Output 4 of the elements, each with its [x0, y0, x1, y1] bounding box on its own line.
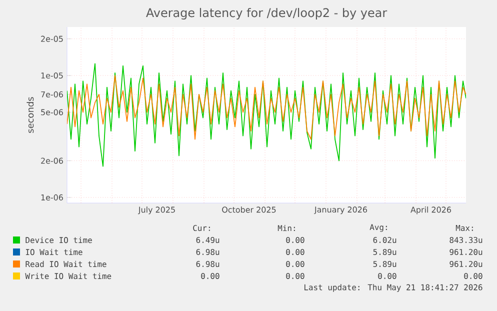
y-axis-title: seconds	[26, 97, 34, 133]
line-series	[67, 63, 466, 167]
chart-title: Average latency for /dev/loop2 - by year	[146, 8, 388, 20]
line-series	[67, 75, 466, 140]
